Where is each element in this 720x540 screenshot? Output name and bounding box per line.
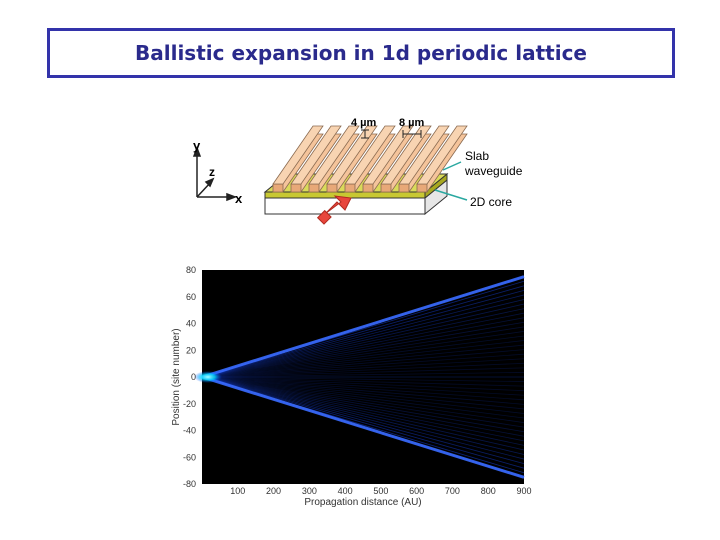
y-tick-label: 40 [186, 319, 196, 329]
x-tick-label: 100 [230, 486, 245, 496]
waveguide-diagram: y z x 4 µm 8 µm Slab waveguide 2D core [192, 117, 523, 225]
beam-ray [201, 349, 525, 378]
beam-ray [201, 303, 525, 378]
ridge [416, 125, 468, 193]
beam-ray [201, 367, 525, 378]
core-label: 2D core [470, 195, 512, 209]
beam-ray [201, 289, 525, 378]
slide-title-box: Ballistic expansion in 1d periodic latti… [47, 28, 675, 78]
y-tick-label: 20 [186, 345, 196, 355]
beam-ray [201, 376, 525, 410]
beam-ray [201, 299, 525, 378]
ridge-width-label: 4 µm [351, 117, 377, 129]
beam-ray [201, 344, 525, 378]
heatmap-beams [194, 275, 525, 479]
slide-title: Ballistic expansion in 1d periodic latti… [135, 41, 587, 65]
beam-ray [201, 376, 525, 437]
y-tick-label: -80 [183, 479, 196, 489]
beam-ray [201, 376, 525, 387]
beam-ray [201, 376, 525, 455]
x-tick-label: 600 [409, 486, 424, 496]
ridge [308, 125, 360, 193]
y-tick-label: -40 [183, 426, 196, 436]
input-arrow-icon [316, 195, 352, 225]
beam-ray [201, 312, 525, 378]
beam-ray [201, 372, 525, 378]
beam-ray [201, 376, 525, 396]
beam-outer-edge [201, 275, 525, 379]
ridge [326, 125, 378, 193]
ridge [344, 125, 396, 193]
beam-ray [201, 376, 525, 442]
x-tick-label: 200 [266, 486, 281, 496]
beam-ray [201, 376, 525, 401]
x-tick-label: 400 [338, 486, 353, 496]
lattice-ridges [272, 125, 468, 193]
beam-ray [201, 353, 525, 378]
y-tick-labels: 80 60 40 20 0 -20 -40 -60 -80 [183, 265, 196, 489]
ridge [290, 125, 342, 193]
source-point [194, 371, 222, 383]
beam-ray [201, 317, 525, 378]
x-axis-label: Propagation distance (AU) [304, 497, 421, 508]
ridge [272, 125, 324, 193]
beam-ray [201, 376, 525, 382]
beam-ray [201, 376, 525, 465]
y-tick-label: -60 [183, 452, 196, 462]
beam-ray [201, 376, 525, 414]
beam-ray [201, 358, 525, 378]
x-tick-labels: 100 200 300 400 500 600 700 800 900 [230, 486, 531, 496]
y-tick-label: -20 [183, 399, 196, 409]
beam-ray [201, 376, 525, 405]
y-tick-label: 60 [186, 292, 196, 302]
axis-y-label: y [193, 138, 201, 153]
beam-ray [201, 321, 525, 378]
x-tick-label: 900 [516, 486, 531, 496]
beam-ray [201, 335, 525, 378]
label-pointers [434, 161, 468, 201]
x-tick-label: 300 [302, 486, 317, 496]
axis-z-label: z [209, 165, 215, 179]
beam-ray [201, 326, 525, 378]
axis-x-label: x [235, 191, 243, 206]
beam-ray [201, 376, 525, 423]
ridge [380, 125, 432, 193]
beam-ray [201, 294, 525, 378]
x-tick-label: 800 [481, 486, 496, 496]
slab-label-line1: Slab [465, 149, 489, 163]
y-tick-label: 80 [186, 265, 196, 275]
beam-ray [201, 340, 525, 378]
ridge [398, 125, 450, 193]
heatmap-background [202, 270, 524, 484]
axes-icon [192, 145, 238, 202]
beam-ray [201, 376, 525, 446]
slab-label-line2: waveguide [464, 164, 523, 178]
beam-ray [201, 362, 525, 378]
y-axis-label: Position (site number) [171, 328, 182, 425]
beam-ray [201, 376, 525, 419]
beam-ray [201, 376, 525, 392]
beam-ray [201, 376, 525, 451]
x-tick-label: 500 [373, 486, 388, 496]
ridge [362, 125, 414, 193]
beam-ray [201, 376, 525, 433]
x-tick-label: 700 [445, 486, 460, 496]
dimension-marks [361, 129, 422, 139]
ridge-spacing-label: 8 µm [399, 117, 425, 129]
beam-ray [201, 331, 525, 378]
beam-outer-edge [201, 375, 525, 479]
beam-ray [201, 308, 525, 378]
beam-ray [201, 376, 525, 460]
y-tick-label: 0 [191, 372, 196, 382]
beam-ray [201, 376, 525, 428]
